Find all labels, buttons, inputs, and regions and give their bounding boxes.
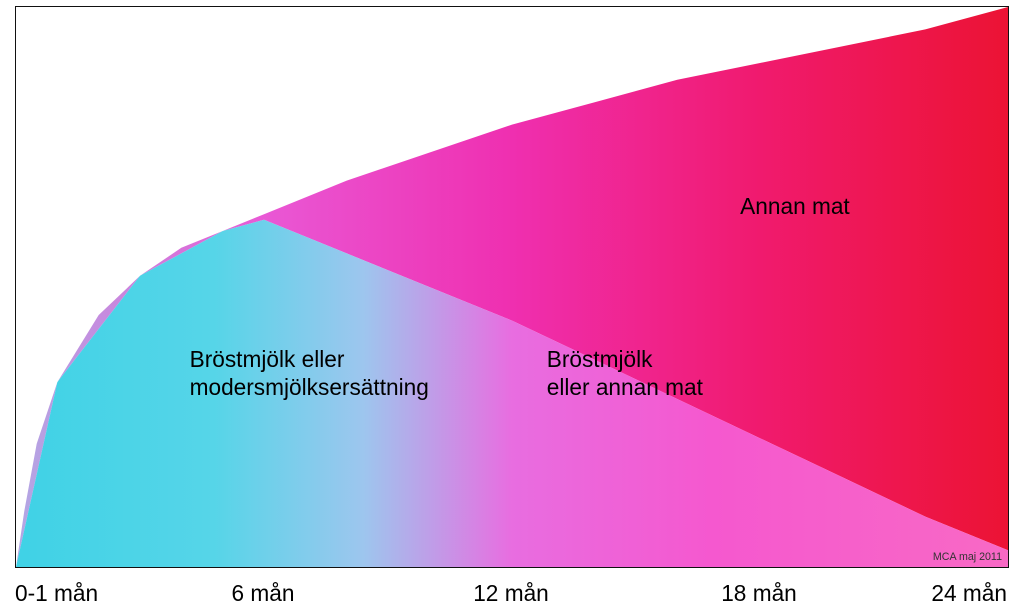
x-tick-label: 0-1 mån	[15, 580, 98, 607]
label-other-food: Annan mat	[740, 192, 850, 220]
x-axis: 0-1 mån 6 mån 12 mån 18 mån 24 mån	[15, 574, 1007, 606]
x-tick-label: 12 mån	[473, 580, 549, 607]
x-tick-label: 6 mån	[232, 580, 295, 607]
credit-text: MCA maj 2011	[933, 551, 1002, 563]
area-svg	[16, 7, 1008, 567]
label-breastmilk-or-other: Bröstmjölkeller annan mat	[547, 345, 703, 402]
label-breastmilk-formula: Bröstmjölk ellermodersmjölksersättning	[190, 345, 429, 402]
chart-wrapper: Bröstmjölk ellermodersmjölksersättning Br…	[0, 0, 1024, 612]
x-tick-label: 24 mån	[931, 580, 1007, 607]
x-tick-label: 18 mån	[721, 580, 797, 607]
plot-area: Bröstmjölk ellermodersmjölksersättning Br…	[15, 6, 1009, 568]
